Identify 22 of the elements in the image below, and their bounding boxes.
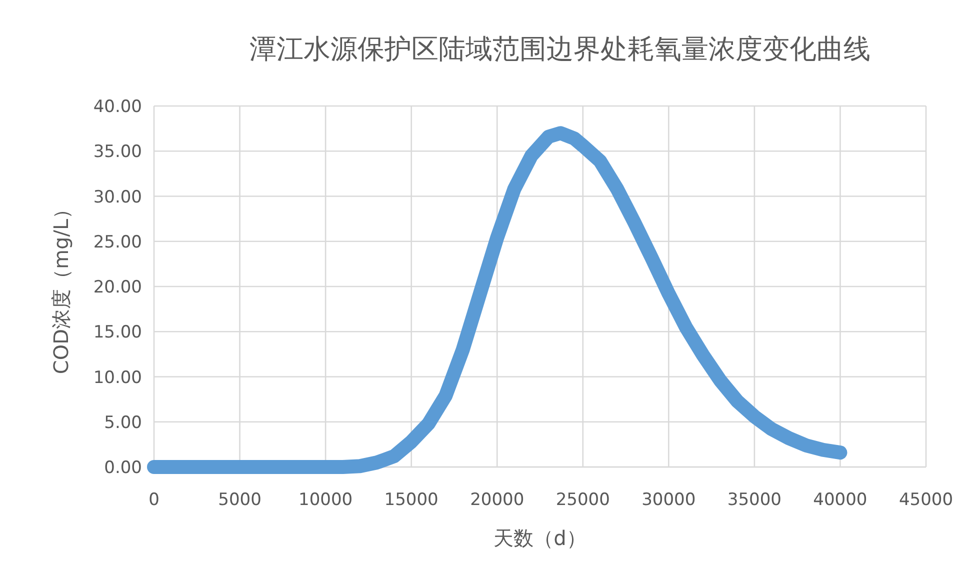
x-axis-title: 天数（d） — [494, 526, 586, 550]
y-tick-label: 40.00 — [93, 97, 142, 117]
x-tick-label: 0 — [148, 490, 160, 510]
y-tick-label: 20.00 — [93, 278, 142, 298]
chart-title: 潭江水源保护区陆域范围边界处耗氧量浓度变化曲线 — [250, 34, 870, 65]
x-tick-label: 10000 — [298, 490, 353, 510]
y-tick-label: 35.00 — [93, 142, 142, 162]
y-tick-label: 30.00 — [93, 187, 142, 208]
y-tick-label: 10.00 — [93, 368, 142, 388]
x-tick-label: 35000 — [727, 490, 782, 510]
y-tick-label: 25.00 — [93, 232, 142, 252]
x-tick-label: 30000 — [642, 490, 696, 510]
x-tick-label: 15000 — [384, 490, 438, 510]
x-tick-label: 40000 — [813, 490, 868, 510]
x-tick-label: 25000 — [556, 490, 610, 510]
y-tick-label: 5.00 — [104, 412, 142, 433]
x-tick-label: 20000 — [470, 490, 524, 510]
y-tick-label: 0.00 — [104, 458, 142, 478]
y-axis-title: COD浓度（mg/L） — [49, 198, 73, 374]
x-tick-label: 5000 — [218, 490, 262, 510]
y-tick-label: 15.00 — [93, 322, 142, 343]
x-tick-label: 45000 — [898, 490, 954, 510]
